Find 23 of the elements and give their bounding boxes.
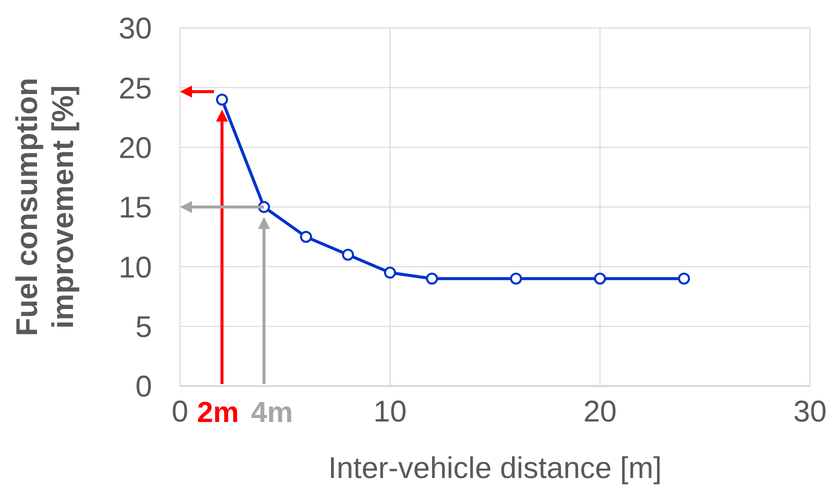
y-axis-title: Fuel consumption improvement [%] [10, 76, 81, 338]
point [678, 272, 690, 285]
y-tick-label: 30 [118, 12, 152, 46]
x-axis-title: Inter-vehicle distance [m] [328, 452, 662, 485]
y-tick-label: 25 [118, 72, 152, 106]
x-tick-label: 0 [172, 395, 188, 428]
point [300, 230, 312, 243]
point [384, 266, 396, 279]
point [510, 272, 522, 285]
x-tick-label: 30 [793, 395, 827, 428]
y-tick-label: 20 [118, 132, 152, 165]
y-tick-label: 10 [118, 251, 152, 284]
point [216, 94, 228, 106]
y-tick-label: 0 [135, 370, 152, 404]
y-tick-label: 5 [135, 310, 152, 344]
text: 2m [197, 397, 239, 429]
x-tick-label: 20 [583, 395, 617, 428]
x-tick-label: 10 [373, 395, 407, 428]
point [426, 272, 438, 285]
y-tick-label: 15 [118, 192, 152, 225]
point [594, 272, 606, 285]
point [342, 248, 354, 261]
text: 4m [251, 397, 293, 429]
